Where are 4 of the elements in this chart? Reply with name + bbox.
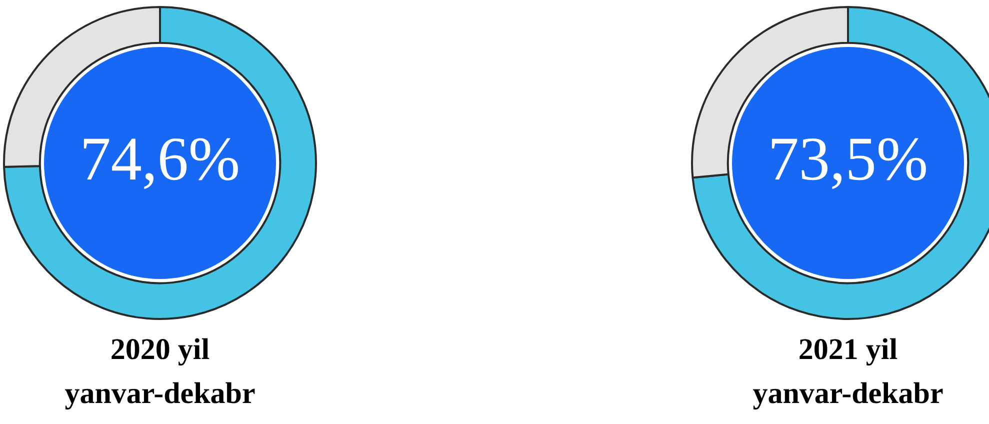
text: 2020 yil yanvar-dekabr bbox=[64, 332, 256, 412]
data-label: 73,5% bbox=[768, 125, 928, 194]
text: 2021 yil yanvar-dekabr bbox=[752, 332, 944, 412]
data-label: 74,6% bbox=[80, 125, 240, 194]
